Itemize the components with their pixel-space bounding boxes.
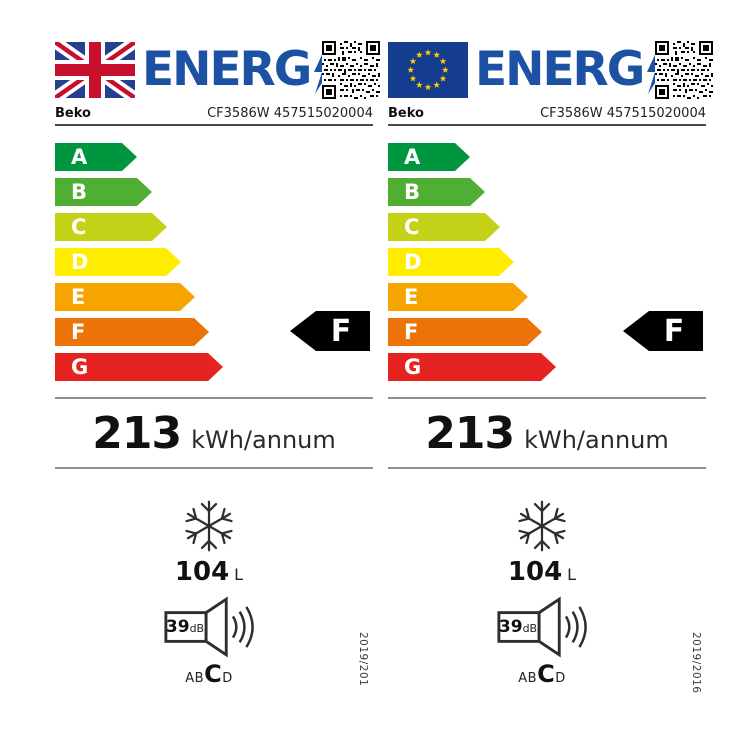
energ-logo-text: ENERG [475, 42, 645, 97]
uk-energy-label: ENERG Beko CF3586W 457515020004 A B C D … [54, 36, 384, 726]
grade-letter: B [71, 180, 88, 204]
noise-class-current: C [204, 660, 223, 688]
grade-letter: A [404, 145, 421, 169]
divider [388, 467, 706, 469]
scale-arrow-a: A [55, 143, 137, 171]
freezer-volume-value: 104 [174, 557, 230, 587]
model-number: CF3586W 457515020004 [207, 106, 373, 121]
noise-level: 39dB [496, 617, 540, 637]
grade-letter: D [404, 250, 422, 274]
brand-name: Beko [55, 106, 91, 121]
freezer-section [55, 498, 363, 554]
brand-row: Beko CF3586W 457515020004 [55, 106, 373, 126]
grade-letter: D [71, 250, 89, 274]
grade-letter: C [71, 215, 87, 239]
energ-logo: ENERG [475, 40, 672, 100]
grade-letter: C [404, 215, 420, 239]
brand-row: Beko CF3586W 457515020004 [388, 106, 706, 126]
energy-consumption: 213 kWh/annum [388, 410, 706, 458]
freezer-volume: 104 L [55, 557, 363, 587]
freezer-volume-value: 104 [507, 557, 563, 587]
divider [55, 397, 373, 399]
scale-arrow-b: B [55, 178, 152, 206]
scale-arrow-e: E [55, 283, 195, 311]
eu-flag-icon [388, 42, 468, 98]
noise-classes-after: D [222, 671, 233, 686]
eu-energy-label: ENERG Beko CF3586W 457515020004 A B C D … [387, 36, 717, 726]
energy-consumption: 213 kWh/annum [55, 410, 373, 458]
efficiency-scale: A B C D E F G [388, 143, 556, 388]
regulation-number: 2019/201 [357, 632, 369, 687]
grade-letter: G [71, 355, 89, 379]
model-number: CF3586W 457515020004 [540, 106, 706, 121]
grade-letter: F [71, 320, 86, 344]
divider [388, 397, 706, 399]
regulation-number: 2019/2016 [690, 632, 702, 694]
noise-speaker: 39dB [163, 596, 255, 658]
noise-value: 39 [165, 617, 190, 637]
rating-indicator: F [290, 311, 370, 351]
divider [55, 467, 373, 469]
consumption-value: 213 [425, 408, 515, 459]
scale-arrow-f: F [388, 318, 542, 346]
freezer-snowflake-icon [514, 498, 570, 554]
grade-letter: B [404, 180, 421, 204]
uk-flag-icon [55, 42, 135, 98]
noise-classes-before: AB [185, 671, 205, 686]
grade-letter: E [404, 285, 419, 309]
energ-logo: ENERG [142, 40, 339, 100]
scale-arrow-b: B [388, 178, 485, 206]
noise-value: 39 [498, 617, 523, 637]
noise-unit: dB [522, 622, 538, 635]
noise-section: 39dB [55, 596, 363, 658]
noise-class-scale: AB C D [55, 660, 363, 688]
scale-arrow-d: D [55, 248, 181, 276]
scale-arrow-c: C [55, 213, 167, 241]
scale-arrow-g: G [388, 353, 556, 381]
energ-logo-text: ENERG [142, 42, 312, 97]
grade-letter: E [71, 285, 86, 309]
noise-speaker: 39dB [496, 596, 588, 658]
efficiency-scale: A B C D E F G [55, 143, 223, 388]
qr-code [655, 41, 713, 99]
consumption-value: 213 [92, 408, 182, 459]
noise-classes-before: AB [518, 671, 538, 686]
grade-letter: A [71, 145, 88, 169]
scale-arrow-a: A [388, 143, 470, 171]
freezer-section [388, 498, 696, 554]
scale-arrow-d: D [388, 248, 514, 276]
freezer-volume-unit: L [234, 565, 244, 584]
scale-arrow-g: G [55, 353, 223, 381]
rating-indicator: F [623, 311, 703, 351]
consumption-unit: kWh/annum [191, 426, 336, 454]
noise-level: 39dB [163, 617, 207, 637]
freezer-volume: 104 L [388, 557, 696, 587]
noise-class-scale: AB C D [388, 660, 696, 688]
scale-arrow-f: F [55, 318, 209, 346]
noise-section: 39dB [388, 596, 696, 658]
consumption-unit: kWh/annum [524, 426, 669, 454]
qr-code [322, 41, 380, 99]
grade-letter: F [404, 320, 419, 344]
scale-arrow-e: E [388, 283, 528, 311]
scale-arrow-c: C [388, 213, 500, 241]
noise-class-current: C [537, 660, 556, 688]
grade-letter: G [404, 355, 422, 379]
freezer-snowflake-icon [181, 498, 237, 554]
noise-unit: dB [189, 622, 205, 635]
noise-classes-after: D [555, 671, 566, 686]
freezer-volume-unit: L [567, 565, 577, 584]
brand-name: Beko [388, 106, 424, 121]
